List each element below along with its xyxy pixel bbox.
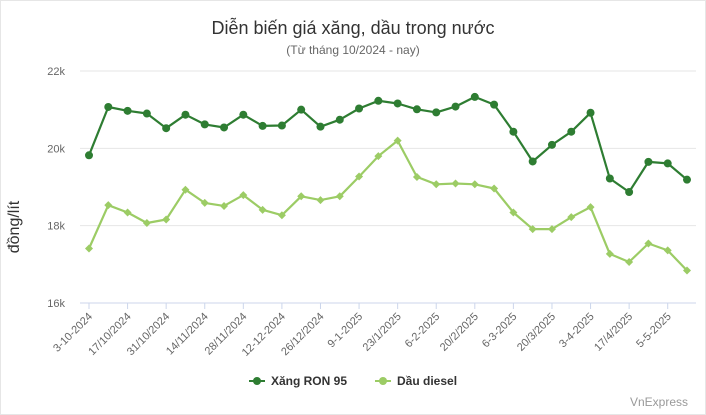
data-point-x-ng-ron-95 [200,120,209,129]
chart-subtitle: (Từ tháng 10/2024 - nay) [286,43,420,57]
data-point-x-ng-ron-95 [586,108,595,117]
y-tick-label: 22k [47,66,65,78]
data-point-d-u-diesel [85,244,93,253]
data-point-x-ng-ron-95 [142,109,151,118]
y-tick-label: 20k [47,143,65,155]
data-point-d-u-diesel [123,208,132,217]
x-tick-label: 20/2/2025 [438,311,481,354]
series-line-d-u-diesel [87,139,688,272]
x-tick-label: 6-3-2025 [480,311,520,351]
data-point-d-u-diesel [335,192,344,201]
data-point-d-u-diesel [470,180,479,189]
data-point-d-u-diesel [625,258,634,267]
x-tick-label: 17/4/2025 [592,311,635,354]
data-point-x-ng-ron-95 [490,100,499,109]
chart-title: Diễn biến giá xăng, dầu trong nước [211,18,495,38]
data-point-d-u-diesel [220,201,229,210]
legend-item-ron95[interactable]: Xăng RON 95 [248,374,347,388]
data-point-d-u-diesel [277,211,286,220]
data-point-x-ng-ron-95 [432,108,441,117]
data-point-d-u-diesel [663,246,672,255]
data-point-d-u-diesel [258,205,267,214]
series-lines [87,95,688,272]
data-point-x-ng-ron-95 [181,110,190,119]
data-point-x-ng-ron-95 [123,106,132,115]
data-point-x-ng-ron-95 [451,102,460,111]
data-point-x-ng-ron-95 [374,96,383,105]
data-point-d-u-diesel [393,136,402,145]
data-point-x-ng-ron-95 [509,127,518,136]
x-tick-label: 5-5-2025 [634,311,674,351]
legend-item-diesel[interactable]: Dầu diesel [375,374,457,388]
data-point-x-ng-ron-95 [528,157,537,166]
data-point-d-u-diesel [297,192,306,201]
x-tick-label: 3-4-2025 [557,311,597,351]
data-point-d-u-diesel [316,196,325,205]
data-point-d-u-diesel [104,201,113,210]
data-point-d-u-diesel [162,215,171,224]
data-point-x-ng-ron-95 [316,122,325,131]
data-point-x-ng-ron-95 [547,140,556,149]
series-points [85,92,691,275]
legend-swatch-ron95 [248,377,265,385]
data-point-x-ng-ron-95 [239,110,248,119]
legend-label-ron95: Xăng RON 95 [270,374,347,388]
data-point-d-u-diesel [374,152,383,161]
data-point-d-u-diesel [412,172,421,181]
x-tick-label: 23/1/2025 [361,311,404,354]
data-point-d-u-diesel [528,225,537,234]
y-tick-label: 18k [47,221,65,233]
data-point-x-ng-ron-95 [277,121,286,130]
x-tick-label: 20/3/2025 [515,311,558,354]
y-tick-labels: 16k 18k 20k 22k [47,66,65,310]
data-point-x-ng-ron-95 [335,115,344,124]
legend-swatch-diesel [375,377,391,385]
data-point-d-u-diesel [509,208,518,217]
grid-lines [80,70,696,304]
data-point-x-ng-ron-95 [220,123,229,132]
data-point-x-ng-ron-95 [644,157,653,166]
data-point-d-u-diesel [547,225,556,234]
data-point-d-u-diesel [355,172,364,181]
x-tick-labels: 3-10-202417/10/202431/10/202414/11/20242… [51,303,674,359]
data-point-d-u-diesel [567,213,576,222]
data-point-d-u-diesel [142,218,151,227]
y-tick-label: 16k [47,298,65,310]
data-point-x-ng-ron-95 [625,188,634,197]
series-line-x-ng-ron-95 [87,95,688,194]
data-point-x-ng-ron-95 [683,175,691,184]
data-point-d-u-diesel [239,191,248,200]
source-credit: VnExpress [629,395,688,409]
data-point-d-u-diesel [451,179,460,188]
x-tick-label: 6-2-2025 [403,311,443,351]
data-point-d-u-diesel [605,249,614,258]
data-point-d-u-diesel [490,184,499,193]
data-point-x-ng-ron-95 [297,105,306,114]
data-point-x-ng-ron-95 [258,121,267,130]
data-point-d-u-diesel [644,239,653,248]
data-point-x-ng-ron-95 [663,159,672,168]
data-point-x-ng-ron-95 [85,151,93,160]
data-point-d-u-diesel [432,180,441,189]
data-point-x-ng-ron-95 [412,105,421,114]
data-point-x-ng-ron-95 [470,92,479,101]
data-point-x-ng-ron-95 [162,124,171,133]
data-point-x-ng-ron-95 [104,102,113,111]
legend-label-diesel: Dầu diesel [397,374,458,388]
data-point-d-u-diesel [683,266,691,275]
x-tick-label: 9-1-2025 [326,311,366,351]
data-point-d-u-diesel [586,203,595,212]
data-point-x-ng-ron-95 [605,174,614,183]
data-point-x-ng-ron-95 [393,99,402,108]
data-point-x-ng-ron-95 [355,104,364,113]
legend: Xăng RON 95 Dầu diesel [0,374,706,388]
data-point-d-u-diesel [181,185,190,194]
data-point-d-u-diesel [200,198,209,207]
data-point-x-ng-ron-95 [567,127,576,136]
